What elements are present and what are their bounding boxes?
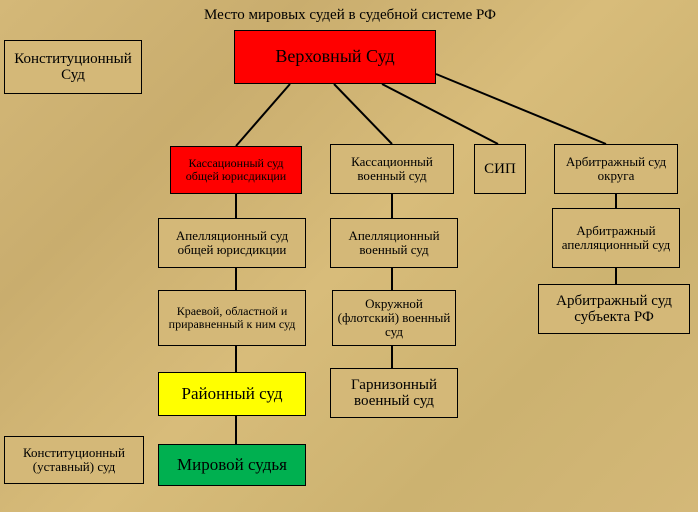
node-const_court: Конституционный Суд: [4, 40, 142, 94]
node-label: Конституционный (уставный) суд: [9, 446, 139, 475]
edge: [236, 84, 290, 146]
node-label: Арбитражный суд округа: [559, 155, 673, 184]
node-label: Верховный Суд: [275, 47, 394, 67]
node-garrison: Гарнизонный военный суд: [330, 368, 458, 418]
node-arb_appeal: Арбитражный апелляционный суд: [552, 208, 680, 268]
node-cass_military: Кассационный военный суд: [330, 144, 454, 194]
node-label: Конституционный Суд: [9, 51, 137, 84]
node-supreme: Верховный Суд: [234, 30, 436, 84]
edge: [436, 74, 606, 144]
node-label: Районный суд: [182, 385, 283, 404]
node-label: Краевой, областной и приравненный к ним …: [163, 305, 301, 331]
node-label: Окружной (флотский) военный суд: [337, 297, 451, 340]
node-rayon: Районный суд: [158, 372, 306, 416]
node-label: Мировой судья: [177, 456, 287, 475]
node-appeal_general: Апелляционный суд общей юрисдикции: [158, 218, 306, 268]
node-label: Кассационный военный суд: [335, 155, 449, 184]
node-sip: СИП: [474, 144, 526, 194]
node-label: Апелляционный военный суд: [335, 229, 453, 258]
node-arb_okrug: Арбитражный суд округа: [554, 144, 678, 194]
node-const_ustav: Конституционный (уставный) суд: [4, 436, 144, 484]
node-label: Арбитражный суд субъекта РФ: [543, 293, 685, 326]
node-label: Арбитражный апелляционный суд: [557, 224, 675, 253]
node-label: Апелляционный суд общей юрисдикции: [163, 229, 301, 258]
node-cass_general: Кассационный суд общей юрисдикции: [170, 146, 302, 194]
node-label: СИП: [484, 161, 516, 178]
edge: [334, 84, 392, 144]
node-label: Кассационный суд общей юрисдикции: [175, 157, 297, 183]
edge: [382, 84, 498, 144]
node-mirovoy: Мировой судья: [158, 444, 306, 486]
node-arb_subj: Арбитражный суд субъекта РФ: [538, 284, 690, 334]
node-okruzh_mil: Окружной (флотский) военный суд: [332, 290, 456, 346]
node-kraevoy: Краевой, областной и приравненный к ним …: [158, 290, 306, 346]
node-appeal_military: Апелляционный военный суд: [330, 218, 458, 268]
diagram-title: Место мировых судей в судебной системе Р…: [150, 4, 550, 26]
title-text: Место мировых судей в судебной системе Р…: [204, 7, 496, 24]
node-label: Гарнизонный военный суд: [335, 377, 453, 410]
